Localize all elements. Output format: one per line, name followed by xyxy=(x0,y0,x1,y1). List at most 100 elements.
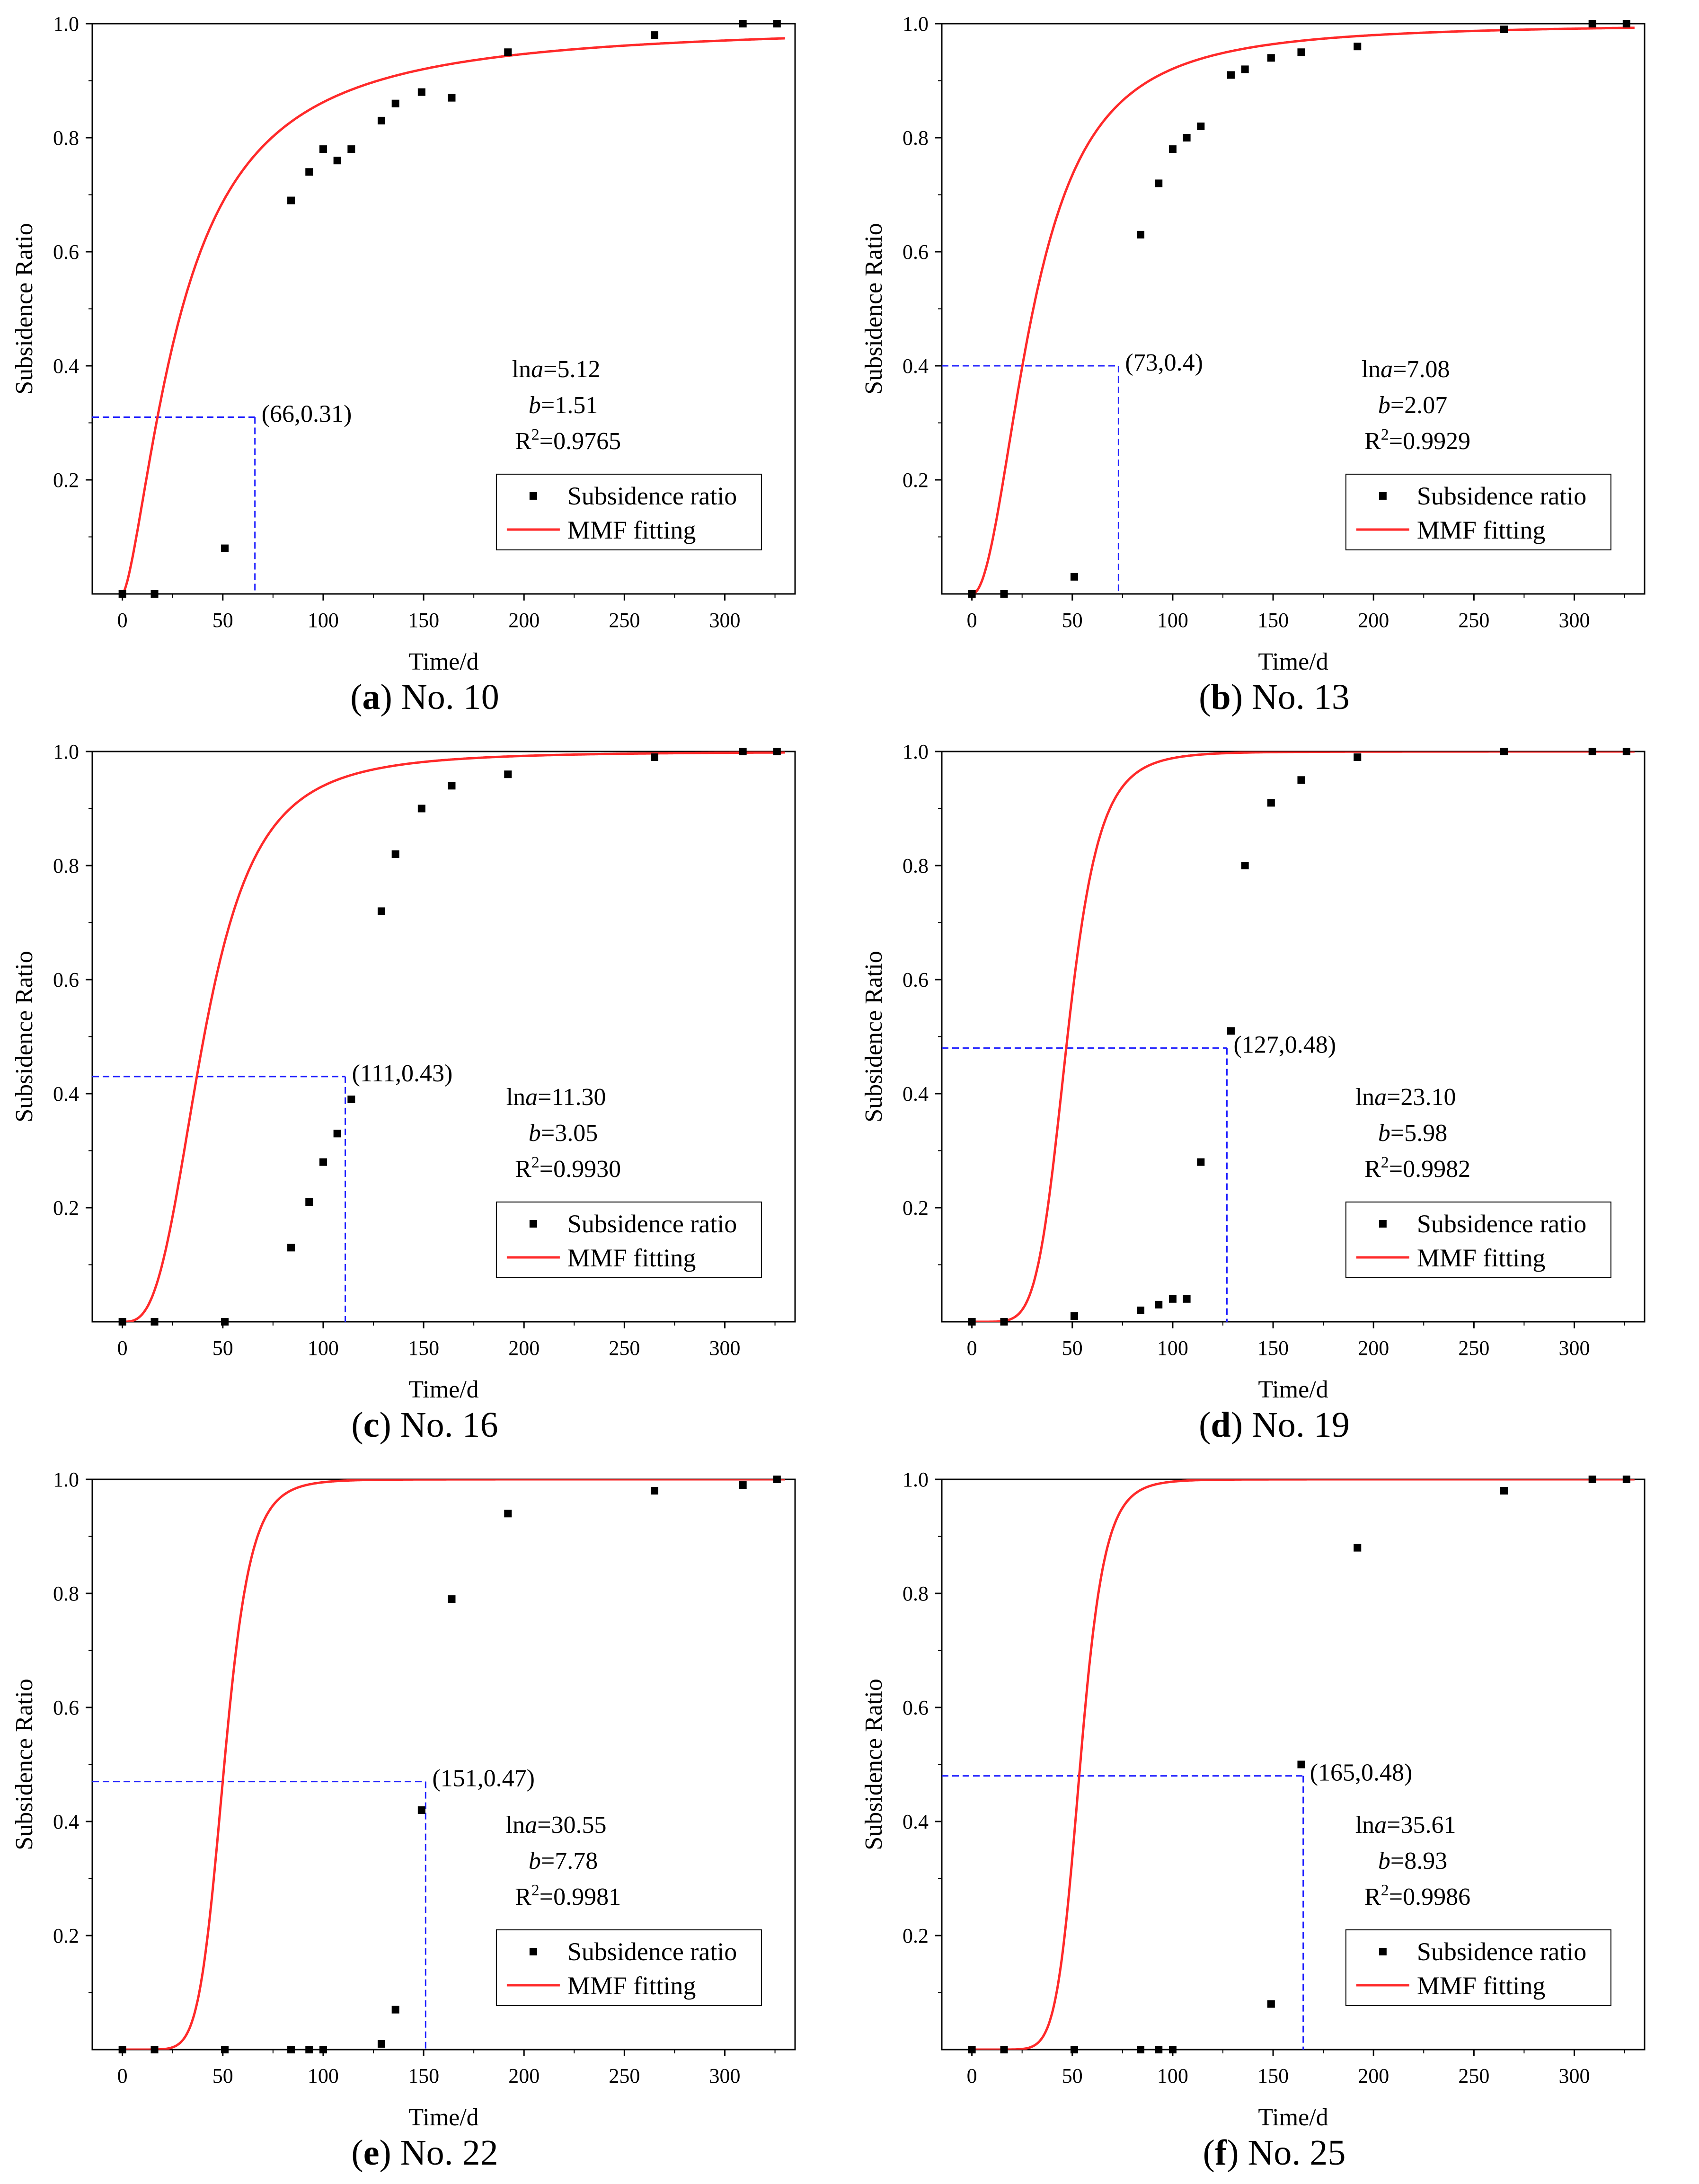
y-tick-label: 0.8 xyxy=(903,854,929,877)
data-point xyxy=(1622,1476,1630,1483)
data-point xyxy=(377,2040,385,2048)
y-tick-label: 0.8 xyxy=(53,1582,79,1605)
legend-label-fit: MMF fitting xyxy=(1417,516,1546,544)
panel-caption: (e) No. 22 xyxy=(351,2133,498,2173)
data-point xyxy=(305,2046,313,2053)
panel-caption: (f) No. 25 xyxy=(1203,2133,1346,2173)
data-point xyxy=(150,1318,159,1326)
data-point xyxy=(1071,2046,1079,2053)
x-tick-label: 50 xyxy=(212,609,233,632)
marker-label: (165,0.48) xyxy=(1310,1760,1413,1786)
chart-svg: 0 50 100 150 200 250 300 0.2 0.4 0.6 0.8 1.0 Time/d S… xyxy=(11,12,796,675)
data-point xyxy=(1622,748,1630,755)
x-tick-label: 300 xyxy=(709,2064,741,2087)
data-point xyxy=(1354,753,1362,761)
panel-letter: e xyxy=(363,2133,380,2173)
x-tick-label: 200 xyxy=(508,609,540,632)
y-tick-label: 0.8 xyxy=(903,1582,929,1605)
legend-box xyxy=(1345,1929,1611,2006)
data-point xyxy=(1197,122,1205,130)
data-point xyxy=(1071,573,1079,581)
y-tick-label: 0.8 xyxy=(53,126,79,150)
y-tick-label: 0.2 xyxy=(903,1196,929,1220)
data-point xyxy=(118,2046,126,2053)
chart-panel-a: 0 50 100 150 200 250 300 0.2 0.4 0.6 0.8 1.0 Time/d S… xyxy=(0,0,850,728)
x-tick-label: 250 xyxy=(609,1336,640,1360)
x-tick-label: 300 xyxy=(709,1336,741,1360)
data-point xyxy=(333,1130,341,1138)
param-b: b=7.78 xyxy=(529,1848,598,1875)
data-point xyxy=(773,1476,781,1483)
panel-caption: (a) No. 10 xyxy=(350,677,499,717)
panel-letter: b xyxy=(1211,677,1231,717)
x-tick-label: 300 xyxy=(1559,609,1590,632)
x-tick-label: 0 xyxy=(967,1336,977,1360)
data-point xyxy=(221,1318,229,1326)
data-point xyxy=(1183,1295,1191,1303)
data-point xyxy=(150,2046,159,2053)
param-r2: R2=0.9981 xyxy=(515,1882,621,1910)
data-point xyxy=(968,590,976,598)
x-tick-label: 0 xyxy=(967,609,977,632)
data-point xyxy=(319,1158,327,1166)
y-tick-label: 0.6 xyxy=(903,1696,929,1719)
data-point xyxy=(1137,1306,1145,1314)
y-tick-label: 0.2 xyxy=(53,1196,79,1220)
data-point xyxy=(1588,1476,1596,1483)
data-point xyxy=(1071,1312,1079,1320)
data-point xyxy=(504,770,512,778)
panel-caption: (c) No. 16 xyxy=(351,1405,498,1445)
x-tick-label: 150 xyxy=(408,2064,439,2087)
mmf-fit-curve xyxy=(122,37,785,593)
data-point xyxy=(333,157,341,165)
y-tick-label: 0.4 xyxy=(53,354,79,378)
panel-title: No. 13 xyxy=(1252,677,1350,717)
x-tick-label: 250 xyxy=(609,609,640,632)
panel-letter: d xyxy=(1211,1405,1231,1445)
legend-box xyxy=(496,473,762,550)
data-point xyxy=(1500,748,1508,755)
x-tick-label: 150 xyxy=(1257,609,1289,632)
param-lna: lna=7.08 xyxy=(1362,356,1450,383)
data-point xyxy=(391,2006,399,2014)
data-point xyxy=(1267,2000,1275,2008)
data-point xyxy=(417,805,425,813)
data-point xyxy=(1000,590,1008,598)
data-point xyxy=(1168,145,1177,153)
param-b: b=2.07 xyxy=(1378,392,1447,419)
data-point xyxy=(448,94,456,102)
y-tick-label: 1.0 xyxy=(53,1468,79,1491)
data-point xyxy=(1155,2046,1163,2053)
data-point xyxy=(739,20,747,27)
param-b: b=5.98 xyxy=(1378,1120,1447,1147)
legend-label-fit: MMF fitting xyxy=(567,1972,696,2000)
legend-label-data: Subsidence ratio xyxy=(1417,1210,1586,1238)
y-tick-label: 0.6 xyxy=(53,240,79,264)
x-tick-label: 300 xyxy=(1559,2064,1590,2087)
data-point xyxy=(739,748,747,755)
data-point xyxy=(651,31,658,39)
x-tick-label: 150 xyxy=(408,1336,439,1360)
chart-svg: 0 50 100 150 200 250 300 0.2 0.4 0.6 0.8 1.0 Time/d S… xyxy=(11,1468,796,2131)
y-tick-label: 0.4 xyxy=(903,1082,929,1105)
x-tick-label: 50 xyxy=(212,1336,233,1360)
x-axis-title: Time/d xyxy=(1258,648,1328,675)
data-point xyxy=(1500,26,1508,34)
data-point xyxy=(1000,2046,1008,2053)
legend-marker-data xyxy=(529,492,537,500)
data-point xyxy=(1227,71,1235,79)
data-point xyxy=(1354,1544,1362,1552)
x-tick-label: 100 xyxy=(1157,2064,1188,2087)
data-point xyxy=(287,2046,295,2053)
y-tick-label: 0.6 xyxy=(903,968,929,991)
data-point xyxy=(1500,1487,1508,1495)
legend-box xyxy=(496,1929,762,2006)
y-axis-title: Subsidence Ratio xyxy=(11,951,38,1123)
data-point xyxy=(504,1510,512,1518)
y-tick-label: 1.0 xyxy=(903,1468,929,1491)
y-tick-label: 0.4 xyxy=(53,1082,79,1105)
data-point xyxy=(150,590,159,598)
data-point xyxy=(1183,134,1191,141)
y-tick-label: 0.6 xyxy=(53,968,79,991)
